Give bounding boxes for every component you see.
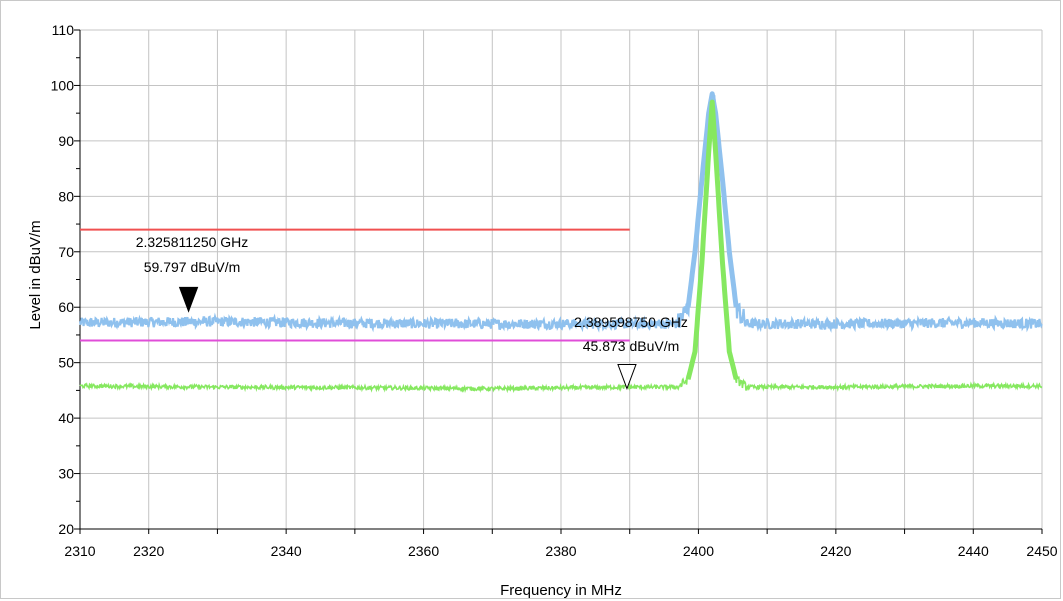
y-tick-label: 30 xyxy=(58,466,74,482)
y-tick-label: 80 xyxy=(58,188,74,204)
x-tick-label: 2420 xyxy=(820,543,851,559)
y-tick-label: 40 xyxy=(58,410,74,426)
y-tick-label: 20 xyxy=(58,521,74,537)
y-tick-label: 50 xyxy=(58,355,74,371)
series-peak xyxy=(685,99,739,380)
x-tick-label: 2450 xyxy=(1026,543,1057,559)
marker-level-label: 45.873 dBuV/m xyxy=(583,338,680,354)
series-peak xyxy=(685,91,739,308)
y-tick-label: 100 xyxy=(51,77,75,93)
x-tick-label: 2400 xyxy=(683,543,714,559)
limit-lines xyxy=(80,228,630,342)
x-tick-label: 2380 xyxy=(545,543,576,559)
series xyxy=(78,91,1043,394)
x-tick-label: 2310 xyxy=(64,543,95,559)
series-trace xyxy=(79,102,1043,394)
marker-filled-triangle xyxy=(178,286,199,313)
y-tick-label: 70 xyxy=(58,244,74,260)
x-axis-title: Frequency in MHz xyxy=(500,582,622,599)
marker-hollow-triangle xyxy=(617,364,637,390)
x-tick-label: 2440 xyxy=(958,543,989,559)
grid xyxy=(79,29,1043,530)
y-tick-label: 110 xyxy=(52,22,75,38)
x-tick-label: 2360 xyxy=(408,543,439,559)
axes xyxy=(74,29,1043,534)
markers: 2.325811250 GHz 59.797 dBuV/m 2.389598750 … xyxy=(136,234,688,390)
x-tick-label: 2340 xyxy=(271,543,302,559)
x-tick-label: 2320 xyxy=(133,543,164,559)
y-tick-label: 60 xyxy=(58,299,74,315)
series-trace xyxy=(78,94,1043,333)
y-tick-label: 90 xyxy=(58,133,74,149)
marker-frequency-label: 2.389598750 GHz xyxy=(574,314,688,330)
marker-frequency-label: 2.325811250 GHz xyxy=(136,234,249,250)
marker-level-label: 59.797 dBuV/m xyxy=(144,259,241,275)
y-axis-title: Level in dBuV/m xyxy=(27,220,44,329)
tick-labels: 20 30 40 50 60 70 80 90 100 110 2310 2320 2340 2360 23… xyxy=(51,22,1058,559)
